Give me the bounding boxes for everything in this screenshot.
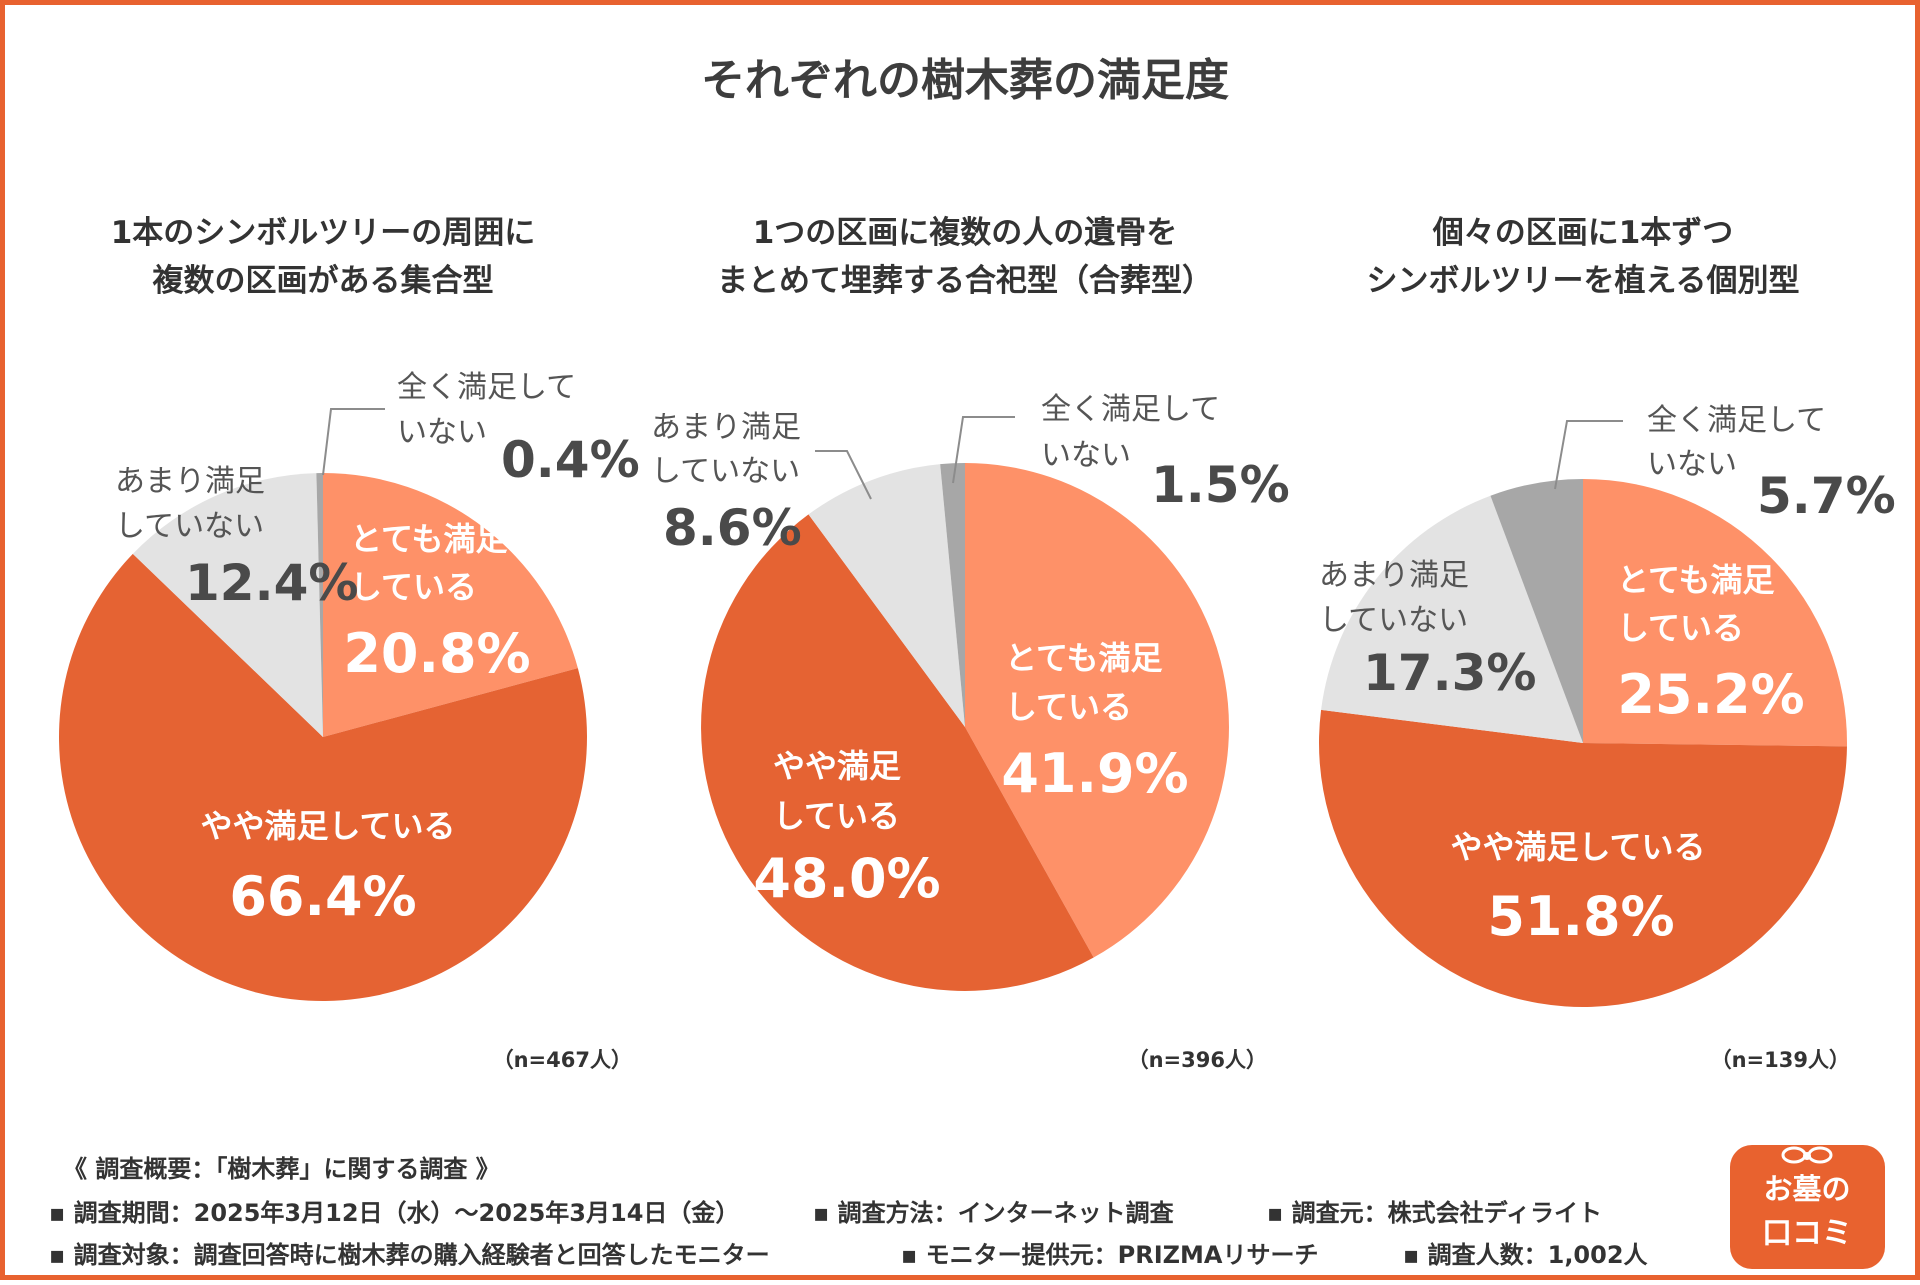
pie-3-not-at-all-value: 5.7% xyxy=(1757,467,1896,525)
logo-badge xyxy=(1730,1145,1885,1269)
pie-1-not-very-label-line2: していない xyxy=(115,509,264,544)
pie-2-not-very-label-line1: あまり満足 xyxy=(651,410,801,445)
pie-3-sample-size: （n=139人） xyxy=(1711,1048,1850,1072)
pie-2-somewhat-satisfied-label-line1: やや満足 xyxy=(773,747,901,785)
pie-2-not-at-all-value: 1.5% xyxy=(1151,456,1290,514)
chart-canvas: それぞれの樹木葬の満足度 1本のシンボルツリーの周囲に 複数の区画がある集合型 … xyxy=(49,55,1896,1269)
pie-chart-3: 個々の区画に1本ずつ シンボルツリーを植える個別型 とても満足 している 25.… xyxy=(1319,215,1896,1072)
pie-2-slices xyxy=(701,463,1229,991)
pie-2-title-line2: まとめて埋葬する合祀型（合葬型） xyxy=(717,263,1213,299)
pie-2-sample-size: （n=396人） xyxy=(1128,1048,1267,1072)
pie-1-slice-not-at-all-satisfied xyxy=(316,472,323,737)
pie-3-slice-somewhat-satisfied xyxy=(1319,709,1847,1007)
footer-period: ▪ 調査期間：2025年3月12日（水）〜2025年3月14日（金） xyxy=(49,1199,739,1227)
footer-target: ▪ 調査対象：調査回答時に樹木葬の購入経験者と回答したモニター xyxy=(49,1241,770,1269)
pie-2-not-at-all-label-line2: いない xyxy=(1041,438,1131,473)
pie-3-slice-very-satisfied xyxy=(1583,479,1848,747)
pie-chart-1: 1本のシンボルツリーの周囲に 複数の区画がある集合型 とても満足 している 20… xyxy=(59,215,640,1072)
footer-method: ▪ 調査方法：インターネット調査 xyxy=(813,1199,1174,1227)
pie-1-leader-line xyxy=(322,408,385,476)
pie-2-very-satisfied-label-line2: している xyxy=(1005,688,1132,726)
pie-1-somewhat-satisfied-label: やや満足している xyxy=(200,807,455,845)
pie-2-very-satisfied-value: 41.9% xyxy=(1001,742,1188,805)
pie-3-title-line2: シンボルツリーを植える個別型 xyxy=(1366,263,1799,299)
pie-1-not-at-all-label-line1: 全く満足して xyxy=(397,370,576,405)
pie-1-slices xyxy=(59,472,588,1002)
footer-provider: ▪ モニター提供元：PRIZMAリサーチ xyxy=(901,1241,1318,1269)
pie-1-not-very-value: 12.4% xyxy=(185,554,358,612)
pie-2-somewhat-satisfied-label-line2: している xyxy=(773,797,900,835)
pie-2-leader-line-b xyxy=(815,450,872,500)
footer-heading: 《 調査概要：「樹木葬」に関する調査 》 xyxy=(63,1155,500,1183)
pie-2-not-very-value: 8.6% xyxy=(663,499,802,557)
pie-2-not-at-all-label-line1: 全く満足して xyxy=(1041,392,1220,427)
pie-3-somewhat-satisfied-value: 51.8% xyxy=(1487,885,1674,948)
pie-1-slice-very-satisfied xyxy=(323,473,578,737)
pie-1-title-line2: 複数の区画がある集合型 xyxy=(153,263,494,299)
pie-1-very-satisfied-value: 20.8% xyxy=(343,622,530,685)
pie-2-slice-very-satisfied xyxy=(965,463,1229,958)
footer-count: ▪ 調査人数：1,002人 xyxy=(1403,1241,1648,1269)
pie-2-title-line1: 1つの区画に複数の人の遺骨を xyxy=(753,215,1178,251)
survey-footer: 《 調査概要：「樹木葬」に関する調査 》 ▪ 調査期間：2025年3月12日（水… xyxy=(49,1155,1648,1269)
logo-text-line2: 口コミ xyxy=(1762,1216,1852,1251)
pie-3-not-very-label-line2: していない xyxy=(1319,603,1468,638)
pie-1-very-satisfied-label-line1: とても満足 xyxy=(350,520,507,558)
pie-3-slice-not-very-satisfied xyxy=(1321,495,1583,743)
pie-2-slice-not-at-all-satisfied xyxy=(940,463,965,727)
pie-1-not-at-all-value: 0.4% xyxy=(501,431,640,489)
pie-3-not-at-all-label-line1: 全く満足して xyxy=(1647,403,1826,438)
pie-1-slice-not-very-satisfied xyxy=(132,473,323,737)
pie-3-very-satisfied-value: 25.2% xyxy=(1617,663,1804,726)
pie-1-title-line1: 1本のシンボルツリーの周囲に xyxy=(111,215,536,251)
pie-1-not-very-label-line1: あまり満足 xyxy=(115,464,265,499)
pie-1-very-satisfied-label-line2: している xyxy=(350,568,477,606)
pie-3-not-very-value: 17.3% xyxy=(1363,644,1536,702)
pie-3-not-at-all-label-line2: いない xyxy=(1647,447,1737,482)
pie-3-very-satisfied-label-line1: とても満足 xyxy=(1617,561,1774,599)
pie-3-very-satisfied-label-line2: している xyxy=(1617,609,1744,647)
pie-3-slices xyxy=(1319,479,1848,1007)
pie-3-somewhat-satisfied-label: やや満足している xyxy=(1450,828,1705,866)
pie-2-not-very-label-line2: していない xyxy=(651,454,800,489)
pie-3-leader-line xyxy=(1554,420,1623,490)
pie-chart-2: 1つの区画に複数の人の遺骨を まとめて埋葬する合祀型（合葬型） とても満足 して… xyxy=(651,215,1290,1072)
pie-2-very-satisfied-label-line1: とても満足 xyxy=(1005,639,1162,677)
pie-2-slice-not-very-satisfied xyxy=(808,464,965,727)
chart-title: それぞれの樹木葬の満足度 xyxy=(701,55,1229,106)
brand-logo: お墓の 口コミ xyxy=(1730,1145,1885,1269)
pie-2-somewhat-satisfied-value: 48.0% xyxy=(753,847,940,910)
footer-source: ▪ 調査元：株式会社ディライト xyxy=(1267,1199,1602,1227)
pie-1-slice-somewhat-satisfied xyxy=(59,553,588,1002)
pie-1-not-at-all-label-line2: いない xyxy=(397,415,487,450)
pie-3-title-line1: 個々の区画に1本ずつ xyxy=(1432,215,1734,251)
pie-3-not-very-label-line1: あまり満足 xyxy=(1319,558,1469,593)
logo-text-line1: お墓の xyxy=(1763,1172,1850,1206)
pie-2-leader-line-a xyxy=(952,416,1015,484)
pie-3-slice-not-at-all-satisfied xyxy=(1490,479,1583,743)
pie-1-somewhat-satisfied-value: 66.4% xyxy=(229,865,416,928)
pie-2-slice-somewhat-satisfied xyxy=(701,514,1094,991)
ribbon-icon xyxy=(1781,1146,1833,1164)
pie-1-sample-size: （n=467人） xyxy=(493,1048,632,1072)
